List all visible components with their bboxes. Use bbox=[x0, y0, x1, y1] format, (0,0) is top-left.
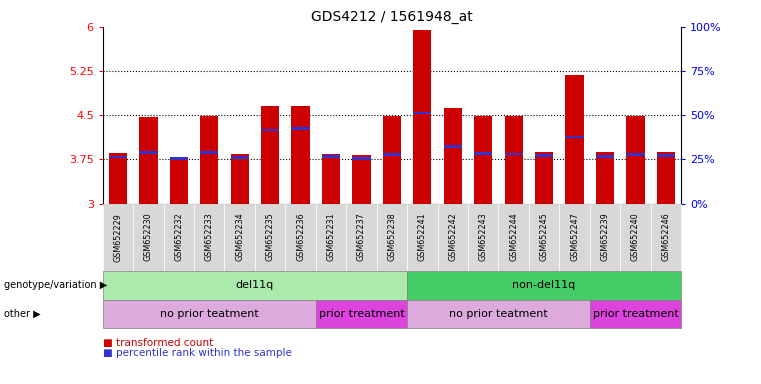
Title: GDS4212 / 1561948_at: GDS4212 / 1561948_at bbox=[311, 10, 473, 25]
Bar bbox=[352, 155, 371, 204]
Text: GSM652231: GSM652231 bbox=[326, 213, 336, 262]
Text: GSM652243: GSM652243 bbox=[479, 213, 488, 262]
Bar bbox=[535, 152, 553, 204]
Bar bbox=[383, 153, 401, 156]
Bar bbox=[626, 116, 645, 204]
Text: genotype/variation ▶: genotype/variation ▶ bbox=[4, 280, 107, 290]
Text: GSM652237: GSM652237 bbox=[357, 213, 366, 262]
Bar bbox=[474, 116, 492, 204]
Bar bbox=[413, 30, 431, 204]
Bar bbox=[322, 155, 340, 158]
Bar bbox=[565, 136, 584, 138]
Text: GSM652238: GSM652238 bbox=[387, 213, 396, 262]
Bar bbox=[444, 145, 462, 148]
Bar bbox=[352, 157, 371, 160]
Text: prior treatment: prior treatment bbox=[593, 309, 678, 319]
Bar bbox=[231, 156, 249, 159]
Bar bbox=[261, 106, 279, 204]
Text: GSM652245: GSM652245 bbox=[540, 213, 549, 262]
Bar bbox=[565, 75, 584, 204]
Bar bbox=[291, 127, 310, 130]
Bar bbox=[109, 156, 127, 158]
Bar bbox=[626, 153, 645, 156]
Bar bbox=[535, 154, 553, 157]
Bar bbox=[474, 152, 492, 155]
Bar bbox=[139, 151, 158, 154]
Bar bbox=[505, 153, 523, 156]
Bar bbox=[200, 151, 218, 154]
Bar bbox=[170, 157, 188, 204]
Text: GSM652235: GSM652235 bbox=[266, 213, 275, 262]
Text: GSM652247: GSM652247 bbox=[570, 213, 579, 262]
Bar bbox=[170, 157, 188, 159]
Text: other ▶: other ▶ bbox=[4, 309, 40, 319]
Text: GSM652229: GSM652229 bbox=[113, 213, 123, 262]
Bar bbox=[200, 116, 218, 204]
Bar bbox=[657, 154, 675, 157]
Text: del11q: del11q bbox=[236, 280, 274, 290]
Text: GSM652241: GSM652241 bbox=[418, 213, 427, 262]
Text: GSM652230: GSM652230 bbox=[144, 213, 153, 262]
Text: GSM652242: GSM652242 bbox=[448, 213, 457, 262]
Text: GSM652236: GSM652236 bbox=[296, 213, 305, 262]
Text: GSM652233: GSM652233 bbox=[205, 213, 214, 262]
Text: GSM652239: GSM652239 bbox=[600, 213, 610, 262]
Text: non-del11q: non-del11q bbox=[512, 280, 576, 290]
Bar bbox=[444, 108, 462, 204]
Text: prior treatment: prior treatment bbox=[319, 309, 404, 319]
Text: GSM652234: GSM652234 bbox=[235, 213, 244, 262]
Text: GSM652246: GSM652246 bbox=[661, 213, 670, 262]
Bar bbox=[596, 152, 614, 204]
Bar bbox=[505, 116, 523, 204]
Text: no prior teatment: no prior teatment bbox=[449, 309, 548, 319]
Text: GSM652240: GSM652240 bbox=[631, 213, 640, 262]
Bar bbox=[291, 106, 310, 204]
Bar bbox=[231, 154, 249, 204]
Bar bbox=[109, 154, 127, 204]
Bar bbox=[383, 116, 401, 204]
Bar bbox=[657, 152, 675, 204]
Text: ■ transformed count: ■ transformed count bbox=[103, 338, 213, 348]
Text: no prior teatment: no prior teatment bbox=[160, 309, 259, 319]
Bar bbox=[322, 154, 340, 204]
Text: GSM652232: GSM652232 bbox=[174, 213, 183, 262]
Bar bbox=[596, 155, 614, 158]
Bar bbox=[261, 129, 279, 131]
Text: ■ percentile rank within the sample: ■ percentile rank within the sample bbox=[103, 348, 291, 358]
Bar bbox=[413, 111, 431, 114]
Bar bbox=[139, 117, 158, 204]
Text: GSM652244: GSM652244 bbox=[509, 213, 518, 262]
